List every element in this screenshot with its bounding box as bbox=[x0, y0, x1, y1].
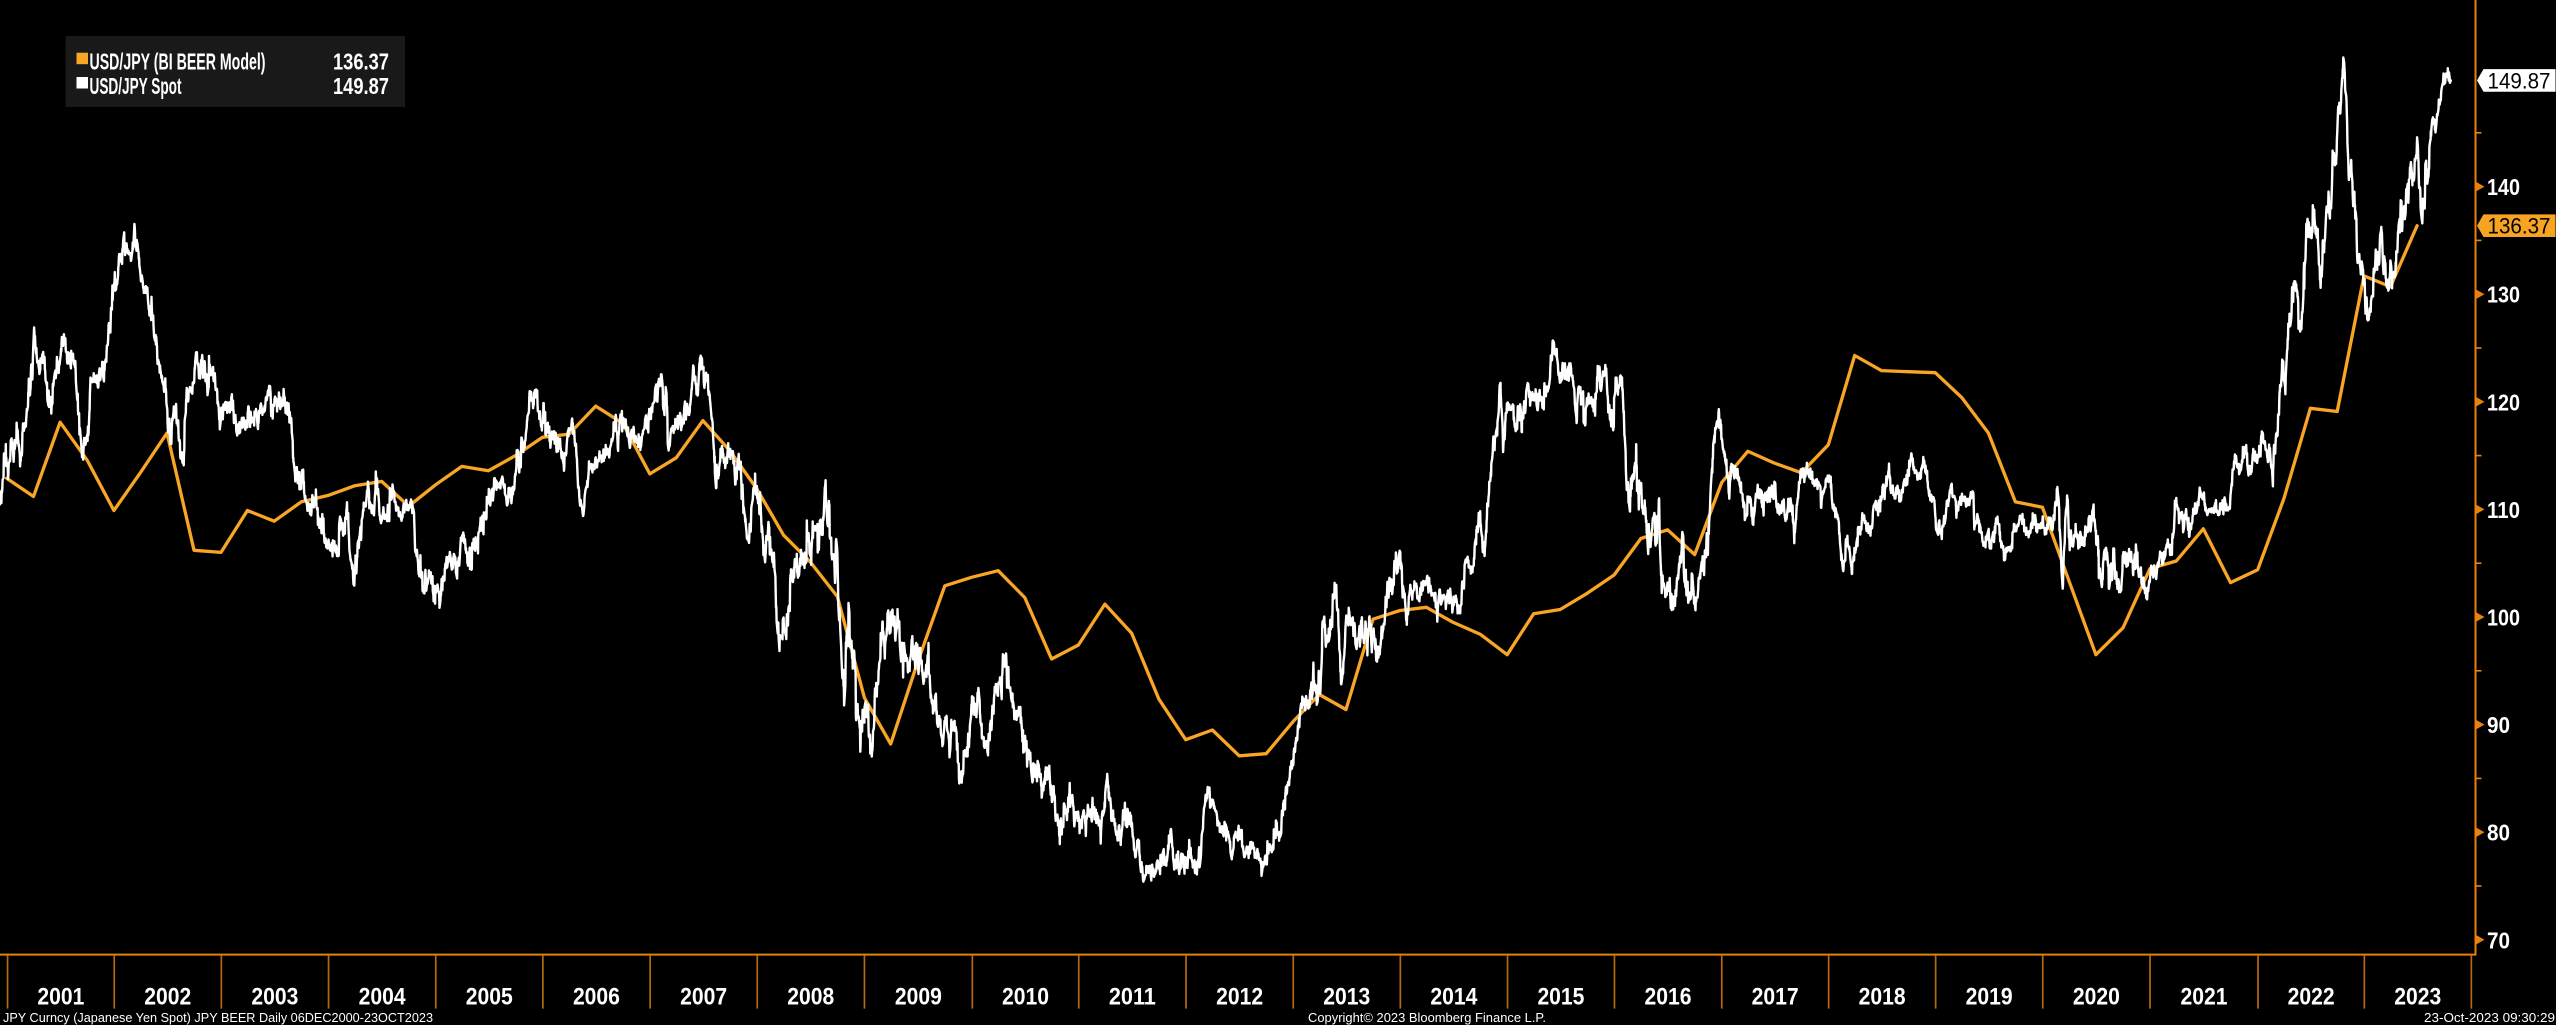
svg-text:2008: 2008 bbox=[787, 984, 834, 1011]
svg-text:2023: 2023 bbox=[2394, 984, 2441, 1011]
svg-text:2002: 2002 bbox=[144, 984, 191, 1011]
svg-text:2001: 2001 bbox=[37, 984, 84, 1011]
svg-text:2022: 2022 bbox=[2288, 984, 2335, 1011]
svg-text:80: 80 bbox=[2487, 820, 2510, 846]
svg-text:USD/JPY (BI BEER Model): USD/JPY (BI BEER Model) bbox=[90, 49, 266, 75]
svg-text:149.87: 149.87 bbox=[2488, 68, 2551, 93]
svg-text:Copyright© 2023 Bloomberg Fina: Copyright© 2023 Bloomberg Finance L.P. bbox=[1308, 1010, 1546, 1025]
svg-text:136.37: 136.37 bbox=[333, 49, 389, 75]
svg-text:2012: 2012 bbox=[1216, 984, 1263, 1011]
svg-text:2010: 2010 bbox=[1002, 984, 1049, 1011]
svg-text:2015: 2015 bbox=[1537, 984, 1584, 1011]
svg-text:2005: 2005 bbox=[466, 984, 513, 1011]
svg-text:2003: 2003 bbox=[251, 984, 298, 1011]
svg-text:2017: 2017 bbox=[1752, 984, 1799, 1011]
svg-text:2013: 2013 bbox=[1323, 984, 1370, 1011]
svg-text:136.37: 136.37 bbox=[2488, 214, 2551, 239]
svg-text:110: 110 bbox=[2487, 497, 2520, 523]
svg-text:2021: 2021 bbox=[2181, 984, 2228, 1011]
svg-text:2004: 2004 bbox=[359, 984, 406, 1011]
svg-text:120: 120 bbox=[2487, 389, 2520, 415]
svg-text:140: 140 bbox=[2487, 174, 2520, 200]
svg-text:2006: 2006 bbox=[573, 984, 620, 1011]
svg-text:2007: 2007 bbox=[680, 984, 727, 1011]
svg-text:2018: 2018 bbox=[1859, 984, 1906, 1011]
svg-text:USD/JPY Spot: USD/JPY Spot bbox=[90, 73, 182, 99]
svg-text:JPY Curncy (Japanese Yen Spot): JPY Curncy (Japanese Yen Spot) JPY BEER … bbox=[3, 1010, 433, 1025]
svg-text:2011: 2011 bbox=[1109, 984, 1156, 1011]
svg-text:130: 130 bbox=[2487, 282, 2520, 308]
svg-text:2020: 2020 bbox=[2073, 984, 2120, 1011]
svg-text:149.87: 149.87 bbox=[333, 73, 389, 99]
svg-text:2014: 2014 bbox=[1430, 984, 1477, 1011]
svg-text:2016: 2016 bbox=[1645, 984, 1692, 1011]
svg-text:100: 100 bbox=[2487, 605, 2520, 631]
svg-text:90: 90 bbox=[2487, 712, 2510, 738]
svg-text:70: 70 bbox=[2487, 927, 2510, 953]
svg-text:2019: 2019 bbox=[1966, 984, 2013, 1011]
svg-text:2009: 2009 bbox=[895, 984, 942, 1011]
svg-text:23-Oct-2023 09:30:29: 23-Oct-2023 09:30:29 bbox=[2424, 1010, 2555, 1025]
